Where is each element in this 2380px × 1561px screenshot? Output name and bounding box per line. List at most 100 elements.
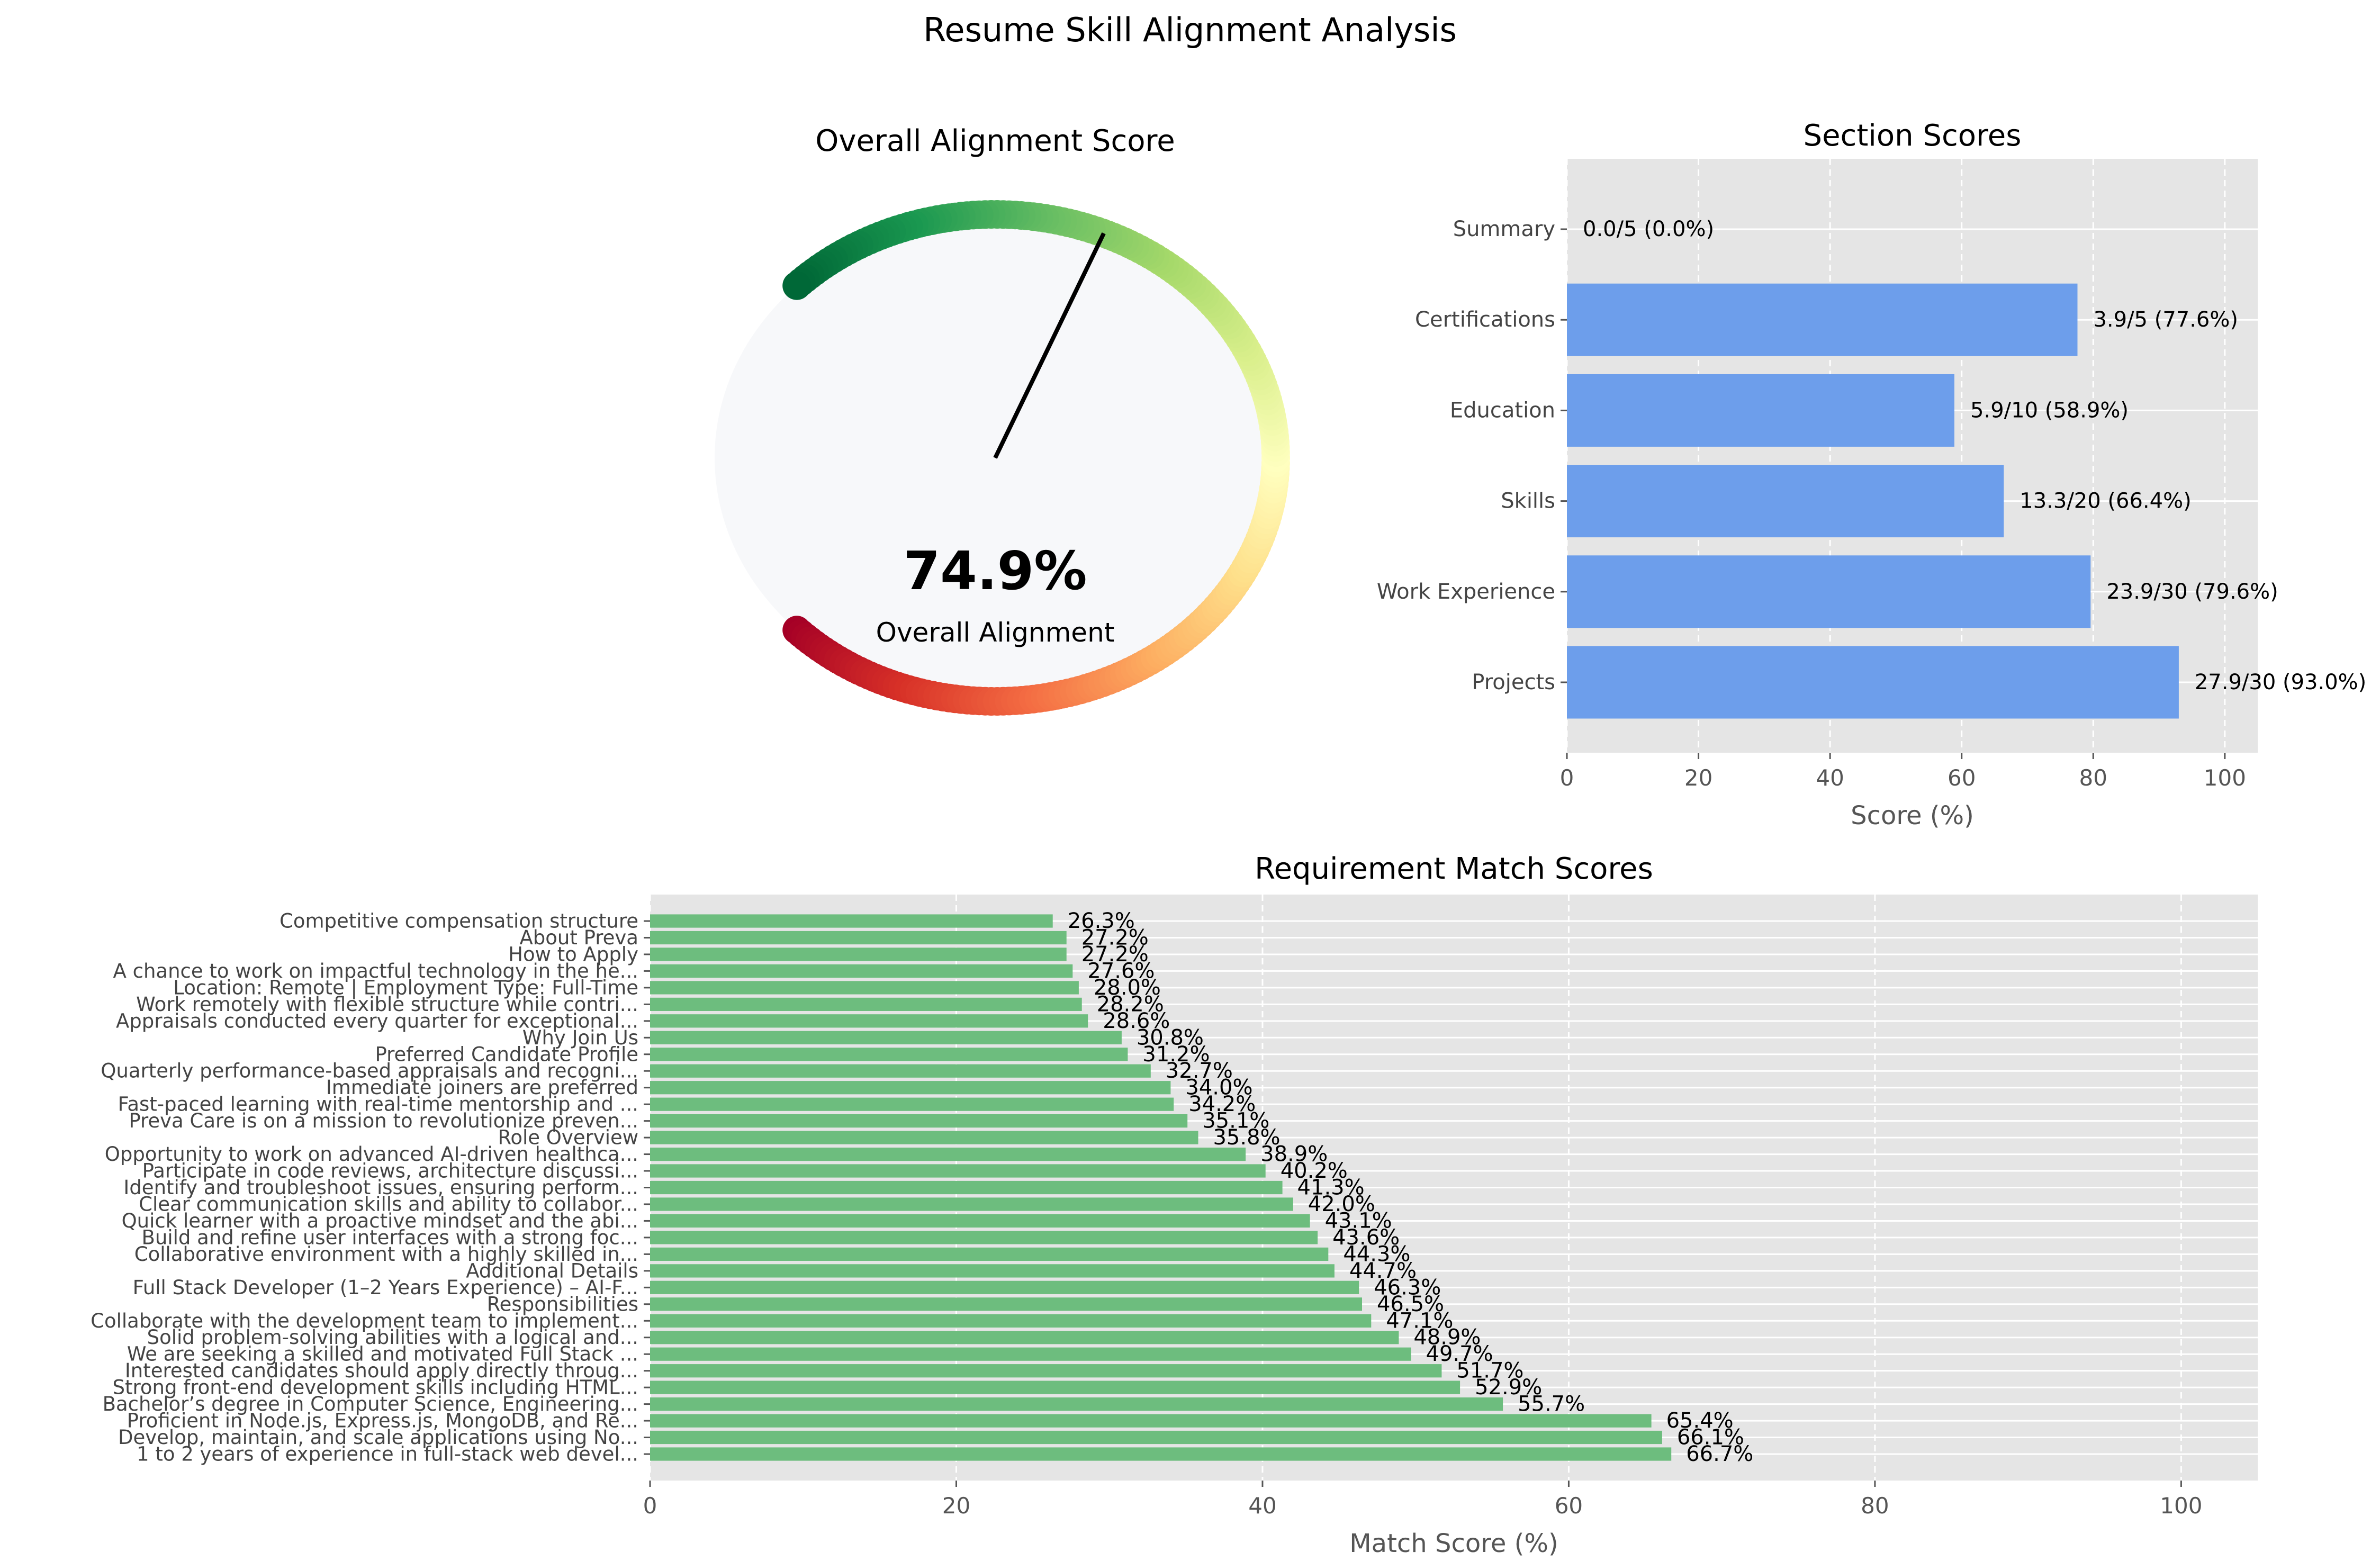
y-tick-label: Certifications <box>1415 308 1555 332</box>
data-label: 28.6% <box>1103 1009 1170 1033</box>
x-tick-label: 0 <box>643 1493 657 1519</box>
data-label: 38.9% <box>1260 1142 1328 1167</box>
y-tick-label: Work Experience <box>1377 580 1555 604</box>
data-label: 35.8% <box>1213 1125 1280 1150</box>
y-tick-label: We are seeking a skilled and motivated F… <box>127 1343 638 1366</box>
y-tick-label: Fast-paced learning with real-time mento… <box>118 1093 638 1116</box>
data-label: 30.8% <box>1137 1025 1204 1050</box>
bar <box>650 1148 1246 1161</box>
y-tick-label: Proficient in Node.js, Express.js, Mongo… <box>127 1410 638 1432</box>
data-label: 26.3% <box>1068 909 1135 933</box>
y-tick-label: Work remotely with flexible structure wh… <box>136 993 638 1016</box>
gauge-value-label: 74.9% <box>904 540 1087 602</box>
data-label: 66.7% <box>1686 1442 1753 1466</box>
data-label: 40.2% <box>1281 1159 1348 1183</box>
y-tick-label: Appraisals conducted every quarter for e… <box>116 1009 638 1032</box>
data-label: 35.1% <box>1202 1109 1269 1133</box>
requirement-scores-chart: Requirement Match Scores 0 20 40 60 80 100 Matc… <box>91 852 2258 1558</box>
data-label: 28.2% <box>1097 992 1164 1016</box>
y-tick-label: Summary <box>1453 217 1555 241</box>
y-tick-label: A chance to work on impactful technology… <box>113 960 638 982</box>
bar <box>650 1014 1088 1028</box>
bar <box>1567 555 2091 628</box>
data-label: 66.1% <box>1677 1425 1744 1450</box>
bar <box>1567 465 2004 538</box>
data-label: 28.0% <box>1094 976 1161 1000</box>
x-tick-label: 80 <box>1861 1493 1889 1519</box>
data-label: 44.7% <box>1349 1259 1417 1283</box>
data-label: 46.3% <box>1374 1275 1441 1300</box>
gauge-arc-segment <box>782 271 812 300</box>
y-tick-label: Build and refine user interfaces with a … <box>142 1226 638 1249</box>
data-label: 27.2% <box>1081 925 1149 950</box>
bar <box>650 1414 1652 1428</box>
data-label: 41.3% <box>1297 1176 1365 1200</box>
bar <box>650 981 1079 995</box>
bar <box>650 914 1053 928</box>
y-tick-label: Role Overview <box>498 1126 638 1149</box>
y-tick-label: Collaborative environment with a highly … <box>134 1243 638 1266</box>
y-tick-label: About Preva <box>519 926 638 949</box>
bar <box>650 1264 1335 1278</box>
bar <box>650 1114 1188 1128</box>
bar <box>650 1081 1171 1095</box>
y-tick-label: Skills <box>1501 489 1555 513</box>
gauge-chart: Overall Alignment Score 74.9% Overall Alig… <box>715 124 1290 716</box>
gauge-title: Overall Alignment Score <box>815 124 1175 158</box>
y-tick-label: Identify and troubleshoot issues, ensuri… <box>123 1176 638 1199</box>
data-label: 0.0/5 (0.0%) <box>1583 217 1714 241</box>
bar <box>650 948 1067 961</box>
y-tick-label: Participate in code reviews, architectur… <box>142 1160 638 1183</box>
y-tick-label: Projects <box>1472 670 1555 694</box>
gauge-color-arc <box>782 200 1290 716</box>
data-label: 31.2% <box>1142 1042 1210 1067</box>
x-tick-label: 80 <box>2079 765 2107 791</box>
x-tick-label: 40 <box>1816 765 1844 791</box>
data-label: 52.9% <box>1475 1375 1542 1400</box>
bar <box>650 1280 1359 1294</box>
data-label: 23.9/30 (79.6%) <box>2106 580 2278 604</box>
data-label: 46.5% <box>1377 1292 1444 1316</box>
data-label: 49.7% <box>1426 1342 1493 1366</box>
x-tick-label: 60 <box>1948 765 1976 791</box>
data-label: 47.1% <box>1386 1309 1453 1333</box>
data-label: 27.6% <box>1087 959 1155 983</box>
gauge-caption: Overall Alignment <box>876 617 1115 648</box>
bar <box>650 1097 1174 1111</box>
y-tick-label: Education <box>1450 398 1555 422</box>
data-label: 27.2% <box>1081 942 1149 967</box>
data-label: 43.6% <box>1332 1225 1400 1250</box>
y-tick-label: Solid problem-solving abilities with a l… <box>147 1326 638 1349</box>
bar <box>650 1214 1310 1228</box>
bar <box>650 1447 1672 1461</box>
bar <box>650 1331 1399 1345</box>
section-scores-chart: Section Scores 0 20 40 60 80 100 Score (%) Summa… <box>1377 119 2366 831</box>
bar <box>650 1048 1128 1061</box>
chart-title: Section Scores <box>1804 119 2022 153</box>
y-tick-label: Responsibilities <box>487 1293 638 1315</box>
bar <box>650 997 1082 1011</box>
y-tick-label: Additional Details <box>466 1259 638 1282</box>
data-label: 48.9% <box>1413 1325 1481 1350</box>
y-tick-label: Collaborate with the development team to… <box>91 1310 638 1332</box>
bar <box>650 1297 1362 1311</box>
x-tick-label: 100 <box>2160 1493 2202 1519</box>
data-label: 5.9/10 (58.9%) <box>1970 398 2129 422</box>
bar <box>650 1347 1411 1361</box>
y-tick-label: Strong front-end development skills incl… <box>113 1376 639 1399</box>
x-axis-label: Score (%) <box>1851 801 1974 831</box>
chart-title: Requirement Match Scores <box>1255 852 1653 886</box>
bar <box>650 1380 1461 1394</box>
x-tick-label: 40 <box>1248 1493 1276 1519</box>
data-label: 32.7% <box>1166 1059 1233 1083</box>
bar <box>650 1314 1372 1328</box>
bar <box>650 1064 1151 1078</box>
bar <box>650 1031 1122 1044</box>
y-tick-label: How to Apply <box>508 943 638 966</box>
y-tick-label: Develop, maintain, and scale application… <box>118 1426 638 1449</box>
y-tick-label: Preferred Candidate Profile <box>375 1043 638 1066</box>
y-tick-label: Interested candidates should apply direc… <box>125 1359 638 1382</box>
x-tick-label: 20 <box>1684 765 1712 791</box>
x-tick-label: 20 <box>942 1493 970 1519</box>
bar <box>650 1197 1293 1211</box>
